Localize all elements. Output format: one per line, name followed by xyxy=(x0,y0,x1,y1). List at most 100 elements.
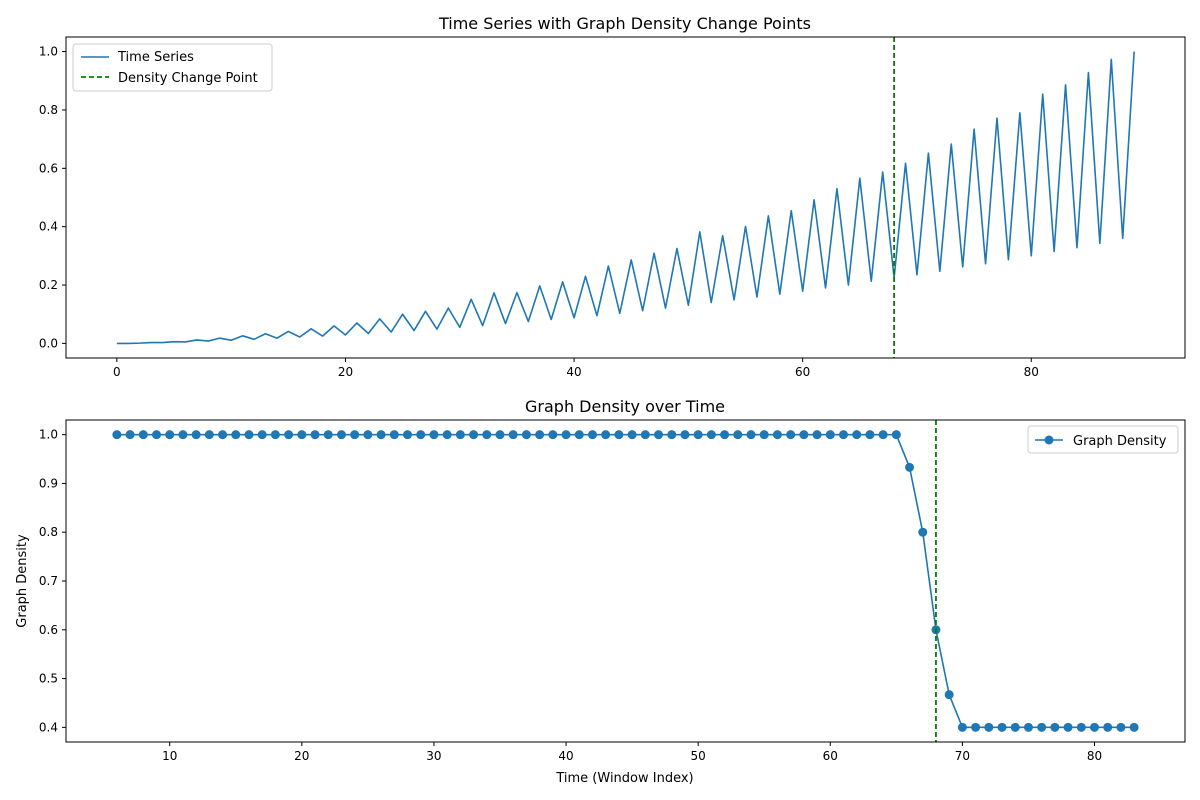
data-point xyxy=(1063,722,1073,732)
x-tick-label: 30 xyxy=(426,749,441,763)
x-tick-label: 20 xyxy=(294,749,309,763)
y-tick-label: 1.0 xyxy=(39,45,58,59)
y-tick-label: 0.5 xyxy=(39,672,58,686)
y-tick-label: 0.4 xyxy=(39,220,58,234)
data-point xyxy=(957,722,967,732)
data-point xyxy=(350,430,360,440)
data-point xyxy=(1116,722,1126,732)
data-point xyxy=(984,722,994,732)
data-point xyxy=(971,722,981,732)
chart-title: Time Series with Graph Density Change Po… xyxy=(438,14,811,33)
data-point xyxy=(799,430,809,440)
x-tick-label: 70 xyxy=(955,749,970,763)
plot-area xyxy=(65,419,1186,743)
data-point xyxy=(838,430,848,440)
y-axis: 0.4 0.5 0.6 0.7 0.8 0.9 1.0 xyxy=(39,428,66,734)
y-tick-label: 0.2 xyxy=(39,278,58,292)
data-point xyxy=(270,430,280,440)
y-tick-label: 0.8 xyxy=(39,103,58,117)
data-layer xyxy=(116,37,1135,358)
x-axis: 0 20 40 60 80 xyxy=(113,358,1039,379)
data-point xyxy=(654,430,664,440)
data-point xyxy=(878,430,888,440)
data-point xyxy=(508,430,518,440)
x-axis-label: Time (Window Index) xyxy=(555,771,693,786)
data-point xyxy=(812,430,822,440)
data-point xyxy=(905,462,915,472)
data-point xyxy=(1023,722,1033,732)
data-point xyxy=(772,430,782,440)
data-point xyxy=(865,430,875,440)
data-point xyxy=(548,430,558,440)
data-point xyxy=(680,430,690,440)
data-point xyxy=(218,430,228,440)
data-point xyxy=(759,430,769,440)
data-point xyxy=(1103,722,1113,732)
data-point xyxy=(997,722,1007,732)
legend: Time Series Density Change Point xyxy=(72,43,273,92)
data-point xyxy=(706,430,716,440)
data-layer xyxy=(112,420,1139,742)
data-point xyxy=(442,430,452,440)
x-tick-label: 80 xyxy=(1024,365,1039,379)
data-point xyxy=(733,430,743,440)
legend-box xyxy=(1027,425,1179,454)
data-point xyxy=(587,430,597,440)
y-axis-label: Graph Density xyxy=(15,534,30,628)
data-point xyxy=(204,430,214,440)
legend-label-change-point: Density Change Point xyxy=(118,71,258,86)
x-tick-label: 10 xyxy=(162,749,177,763)
legend-box xyxy=(72,43,273,92)
data-point xyxy=(640,430,650,440)
data-point xyxy=(416,430,426,440)
data-point xyxy=(495,430,505,440)
x-tick-label: 60 xyxy=(823,749,838,763)
data-point xyxy=(535,430,545,440)
x-tick-label: 80 xyxy=(1087,749,1102,763)
y-tick-label: 0.6 xyxy=(39,623,58,637)
data-point xyxy=(1037,722,1047,732)
data-point xyxy=(614,430,624,440)
data-point xyxy=(1129,722,1139,732)
data-point xyxy=(429,430,439,440)
x-tick-label: 50 xyxy=(691,749,706,763)
axes-frame xyxy=(65,36,1186,359)
data-point xyxy=(482,430,492,440)
data-point xyxy=(786,430,796,440)
plot-area xyxy=(65,36,1186,359)
x-tick-label: 20 xyxy=(338,365,353,379)
data-point xyxy=(667,430,677,440)
data-point xyxy=(746,430,756,440)
data-point xyxy=(389,430,399,440)
data-point xyxy=(720,430,730,440)
data-point xyxy=(112,430,122,440)
data-point xyxy=(363,430,373,440)
data-point xyxy=(601,430,611,440)
data-point xyxy=(403,430,413,440)
y-tick-label: 0.9 xyxy=(39,476,58,490)
y-tick-label: 0.6 xyxy=(39,161,58,175)
legend: Graph Density xyxy=(1027,425,1179,454)
y-tick-label: 1.0 xyxy=(39,428,58,442)
data-point xyxy=(627,430,637,440)
data-point xyxy=(852,430,862,440)
data-point xyxy=(336,430,346,440)
y-tick-label: 0.7 xyxy=(39,574,58,588)
data-point xyxy=(521,430,531,440)
chart-time-series: Time Series with Graph Density Change Po… xyxy=(39,14,1186,379)
x-tick-label: 60 xyxy=(795,365,810,379)
data-point xyxy=(231,430,241,440)
legend-label-series: Graph Density xyxy=(1073,434,1167,449)
data-point xyxy=(574,430,584,440)
data-point xyxy=(257,430,267,440)
chart-title: Graph Density over Time xyxy=(525,397,725,416)
data-point xyxy=(244,430,254,440)
x-tick-label: 40 xyxy=(558,749,573,763)
data-point xyxy=(944,690,954,700)
data-point xyxy=(825,430,835,440)
data-point xyxy=(165,430,175,440)
data-point xyxy=(891,430,901,440)
data-point xyxy=(455,430,465,440)
data-point xyxy=(1010,722,1020,732)
